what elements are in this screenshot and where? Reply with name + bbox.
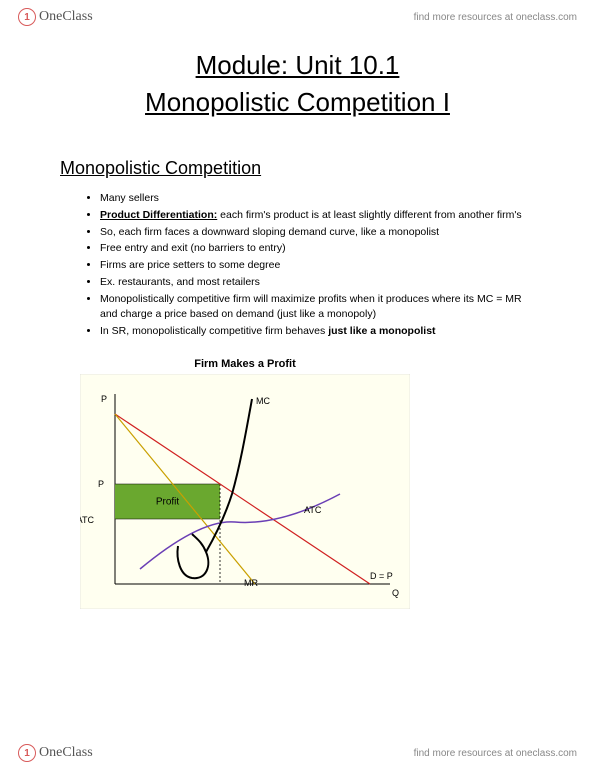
list-item: Free entry and exit (no barriers to entr… xyxy=(100,241,535,257)
footer-logo: 1 OneClass xyxy=(18,744,93,762)
logo-text: OneClass xyxy=(39,745,93,761)
header-tagline[interactable]: find more resources at oneclass.com xyxy=(414,12,577,23)
svg-text:Profit: Profit xyxy=(156,496,180,507)
svg-text:P: P xyxy=(98,479,104,489)
list-item: In SR, monopolistically competitive firm… xyxy=(100,324,535,340)
chart-title: Firm Makes a Profit xyxy=(80,358,410,370)
list-item: Firms are price setters to some degree xyxy=(100,258,535,274)
logo-icon: 1 xyxy=(18,8,36,26)
module-title: Module: Unit 10.1 xyxy=(60,50,535,81)
list-item: Product Differentiation: each firm's pro… xyxy=(100,208,535,224)
footer-tagline[interactable]: find more resources at oneclass.com xyxy=(414,748,577,759)
list-item: Ex. restaurants, and most retailers xyxy=(100,275,535,291)
logo-icon: 1 xyxy=(18,744,36,762)
logo-text: OneClass xyxy=(39,9,93,25)
module-subtitle: Monopolistic Competition I xyxy=(60,87,535,118)
svg-text:P: P xyxy=(101,394,107,404)
list-item: Many sellers xyxy=(100,191,535,207)
svg-text:ATC: ATC xyxy=(304,505,322,515)
profit-chart: Profit P ATC MC ATC MR D = P P Q xyxy=(80,374,410,609)
list-item: So, each firm faces a downward sloping d… xyxy=(100,225,535,241)
svg-text:MC: MC xyxy=(256,396,270,406)
header-logo: 1 OneClass xyxy=(18,8,93,26)
document-content: Module: Unit 10.1 Monopolistic Competiti… xyxy=(0,30,595,614)
svg-text:MR: MR xyxy=(244,578,258,588)
svg-text:D = P: D = P xyxy=(370,571,393,581)
section-heading: Monopolistic Competition xyxy=(60,158,535,179)
svg-text:ATC: ATC xyxy=(80,515,94,525)
chart-container: Firm Makes a Profit Profit P ATC MC ATC MR D =… xyxy=(80,358,535,614)
bullet-list: Many sellersProduct Differentiation: eac… xyxy=(60,191,535,340)
list-item: Monopolistically competitive firm will m… xyxy=(100,292,535,324)
svg-text:Q: Q xyxy=(392,588,399,598)
